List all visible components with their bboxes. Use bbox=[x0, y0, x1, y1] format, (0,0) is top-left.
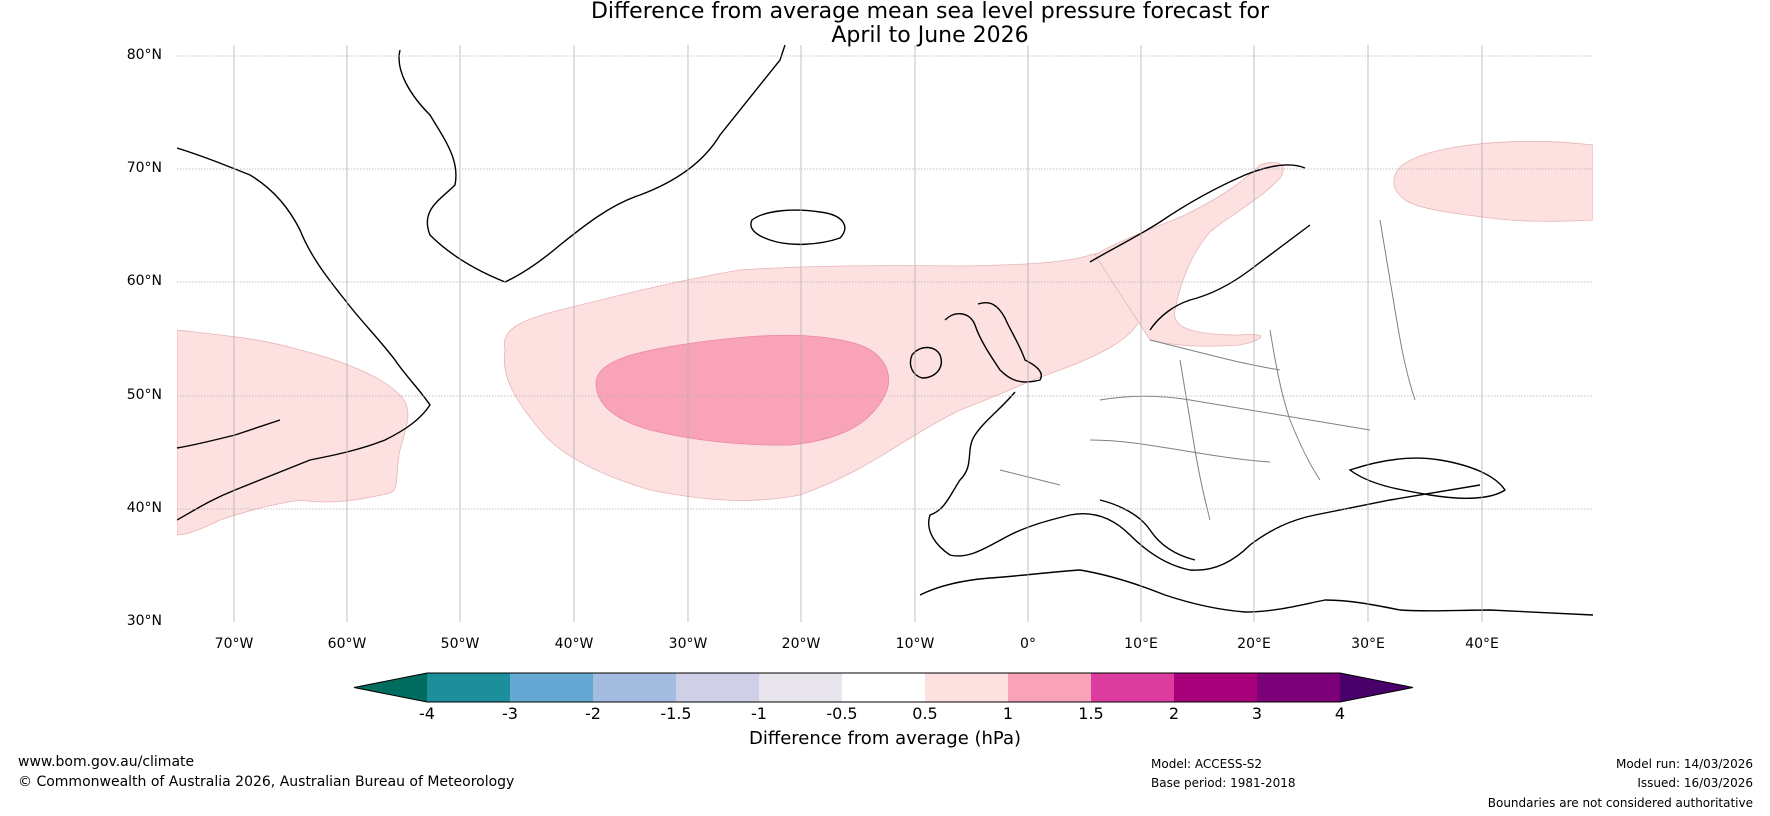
graticule bbox=[177, 45, 1593, 622]
footer-disclaimer: Boundaries are not considered authoritat… bbox=[1487, 796, 1753, 810]
lat-label-50n: 50°N bbox=[126, 387, 162, 403]
country-borders bbox=[999, 219, 1416, 521]
colorbar-tick-label: 4 bbox=[1334, 704, 1346, 723]
lon-label-10e: 10°E bbox=[1124, 636, 1158, 652]
colorbar-tick-label: -4 bbox=[419, 704, 435, 723]
colorbar-swatch bbox=[593, 673, 676, 702]
anomaly-barents-positive bbox=[1393, 140, 1593, 222]
anomaly-scandinavia-positive bbox=[1094, 162, 1284, 347]
colorbar-tick-label: 1 bbox=[1002, 704, 1014, 723]
colorbar-swatch bbox=[1174, 673, 1257, 702]
colorbar bbox=[353, 672, 1414, 703]
map-title: Difference from average mean sea level p… bbox=[0, 0, 1770, 48]
footer-model: Model: ACCESS-S2 bbox=[1151, 757, 1263, 771]
lat-label-60n: 60°N bbox=[126, 273, 162, 289]
lon-label-30e: 30°E bbox=[1351, 636, 1385, 652]
colorbar-tick-label: -2 bbox=[585, 704, 601, 723]
anomaly-north-atlantic-core bbox=[595, 334, 889, 446]
colorbar-outline bbox=[353, 672, 1414, 703]
colorbar-title: Difference from average (hPa) bbox=[748, 728, 1022, 749]
lon-label-50w: 50°W bbox=[440, 636, 480, 652]
colorbar-swatch bbox=[1257, 673, 1340, 702]
colorbar-tick-label: 1.5 bbox=[1078, 704, 1104, 723]
colorbar-swatch bbox=[1008, 673, 1091, 702]
colorbar-swatch bbox=[676, 673, 759, 702]
footer-url[interactable]: www.bom.gov.au/climate bbox=[18, 754, 195, 770]
lat-label-80n: 80°N bbox=[126, 47, 162, 63]
lon-label-70w: 70°W bbox=[214, 636, 254, 652]
colorbar-swatch bbox=[842, 673, 925, 702]
colorbar-tick-label: -1 bbox=[751, 704, 767, 723]
anomaly-eastern-canada-positive bbox=[177, 329, 409, 536]
colorbar-extend-low bbox=[354, 673, 427, 702]
footer-model-run: Model run: 14/03/2026 bbox=[1615, 757, 1753, 771]
footer-base-period: Base period: 1981-2018 bbox=[1151, 776, 1296, 790]
lon-label-0: 0° bbox=[1020, 636, 1036, 652]
colorbar-tick-label: -0.5 bbox=[826, 704, 858, 723]
lon-label-20e: 20°E bbox=[1237, 636, 1271, 652]
colorbar-swatch bbox=[759, 673, 842, 702]
footer-copyright: © Commonwealth of Australia 2026, Austra… bbox=[18, 774, 515, 790]
lon-label-10w: 10°W bbox=[895, 636, 935, 652]
colorbar-swatch bbox=[925, 673, 1008, 702]
lon-label-30w: 30°W bbox=[668, 636, 708, 652]
coastlines bbox=[177, 45, 1593, 616]
title-line-2: April to June 2026 bbox=[831, 23, 1029, 48]
title-line-1: Difference from average mean sea level p… bbox=[590, 0, 1270, 24]
colorbar-swatch bbox=[427, 673, 510, 702]
lat-label-40n: 40°N bbox=[126, 500, 162, 516]
lat-label-70n: 70°N bbox=[126, 160, 162, 176]
colorbar-tick-label: 2 bbox=[1168, 704, 1180, 723]
lon-label-60w: 60°W bbox=[327, 636, 367, 652]
colorbar-tick-label: 3 bbox=[1251, 704, 1263, 723]
lon-label-40w: 40°W bbox=[554, 636, 594, 652]
footer-issued: Issued: 16/03/2026 bbox=[1637, 776, 1753, 790]
colorbar-extend-high bbox=[1340, 673, 1413, 702]
colorbar-tick-label: -3 bbox=[502, 704, 518, 723]
colorbar-tick-label: -1.5 bbox=[660, 704, 692, 723]
colorbar-swatch bbox=[510, 673, 593, 702]
lat-label-30n: 30°N bbox=[126, 613, 162, 629]
lon-label-20w: 20°W bbox=[781, 636, 821, 652]
colorbar-tick-label: 0.5 bbox=[912, 704, 938, 723]
lon-label-40e: 40°E bbox=[1465, 636, 1499, 652]
colorbar-swatch bbox=[1091, 673, 1174, 702]
